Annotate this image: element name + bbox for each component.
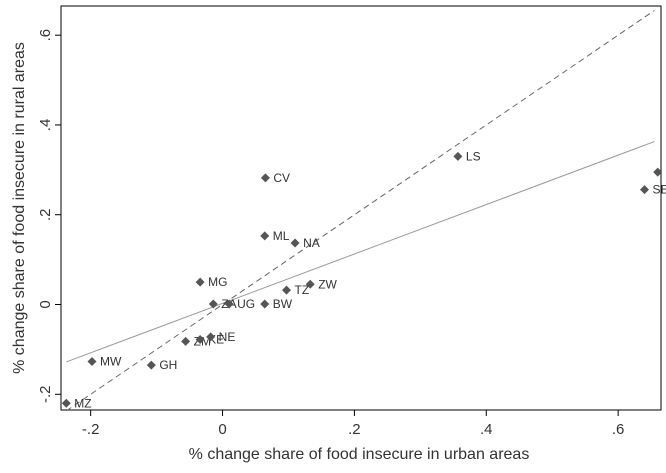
- point-label-ls: LS: [466, 149, 481, 163]
- point-label-mw: MW: [100, 355, 122, 369]
- point-label-ug: UG: [237, 297, 255, 311]
- plot-frame: [61, 6, 661, 410]
- y-tick-label: .4: [37, 119, 54, 132]
- point-label-zw: ZW: [318, 277, 337, 291]
- y-axis-title: % change share of food insecure in rural…: [11, 42, 28, 374]
- point-label-gh: GH: [159, 358, 177, 372]
- point-label-cv: CV: [273, 171, 290, 185]
- point-label-se: SE: [653, 183, 666, 197]
- y-tick-label: 0: [37, 300, 54, 308]
- point-label-bw: BW: [273, 297, 293, 311]
- x-tick-label: .2: [348, 421, 361, 438]
- y-tick-label: .2: [37, 208, 54, 221]
- y-tick-label: .6: [37, 29, 54, 42]
- x-tick-label: .6: [612, 421, 625, 438]
- point-label-mz: MZ: [74, 396, 91, 410]
- y-axis-ticks: -.2 0 .2 .4 .6: [37, 29, 61, 403]
- point-label-mg: MG: [208, 275, 227, 289]
- x-axis-ticks: -.2 0 .2 .4 .6: [82, 410, 624, 438]
- x-tick-label: -.2: [82, 421, 100, 438]
- x-tick-label: 0: [218, 421, 226, 438]
- x-axis-title: % change share of food insecure in urban…: [189, 446, 530, 463]
- y-tick-label: -.2: [37, 386, 54, 404]
- point-label-na: NA: [303, 236, 320, 250]
- point-label-ml: ML: [273, 229, 290, 243]
- x-tick-label: .4: [480, 421, 493, 438]
- point-label-ne: NE: [219, 330, 236, 344]
